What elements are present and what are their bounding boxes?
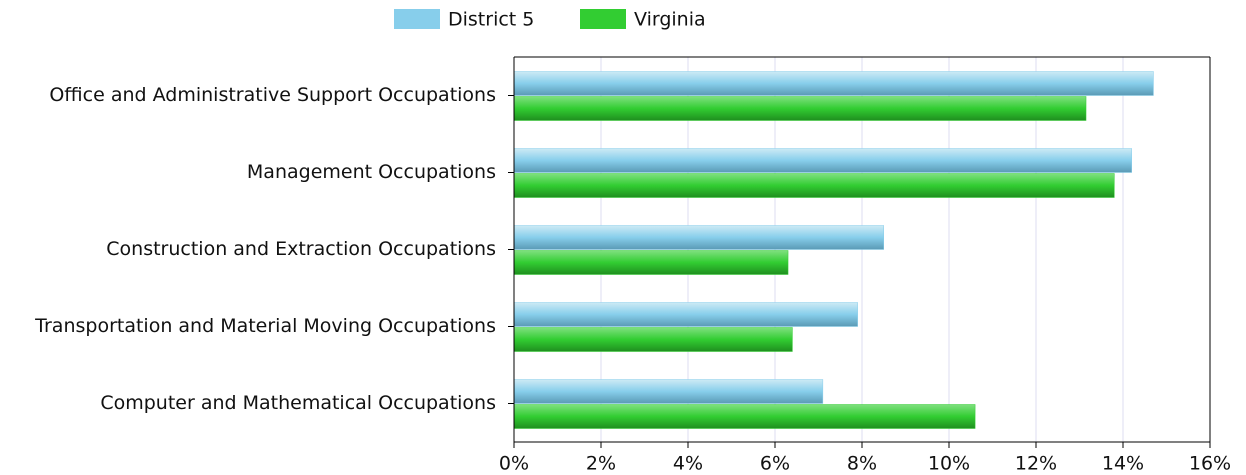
- bar: [513, 404, 976, 429]
- x-tick-label: 10%: [928, 453, 970, 475]
- bar: [513, 71, 1154, 96]
- y-tick-label: Transportation and Material Moving Occup…: [34, 315, 496, 337]
- legend-swatch: [580, 9, 626, 29]
- bar: [513, 302, 858, 327]
- x-tick-label: 16%: [1189, 453, 1231, 475]
- bar: [513, 327, 793, 352]
- x-tick-label: 0%: [499, 453, 529, 475]
- legend-swatch: [394, 9, 440, 29]
- y-tick-label: Computer and Mathematical Occupations: [100, 392, 496, 414]
- y-tick-label: Management Occupations: [247, 161, 496, 183]
- bar: [513, 148, 1132, 173]
- x-tick-label: 2%: [586, 453, 616, 475]
- legend-label: Virginia: [634, 9, 706, 31]
- x-tick-label: 14%: [1102, 453, 1144, 475]
- bar: [513, 173, 1115, 198]
- bar: [513, 379, 824, 404]
- legend-label: District 5: [448, 9, 534, 31]
- x-tick-label: 12%: [1015, 453, 1057, 475]
- y-tick-label: Office and Administrative Support Occupa…: [49, 84, 496, 106]
- x-tick-label: 8%: [847, 453, 877, 475]
- x-tick-label: 4%: [673, 453, 703, 475]
- bar: [513, 225, 884, 250]
- y-tick-label: Construction and Extraction Occupations: [106, 238, 496, 260]
- bar: [513, 96, 1087, 121]
- x-tick-label: 6%: [760, 453, 790, 475]
- bar: [513, 250, 789, 275]
